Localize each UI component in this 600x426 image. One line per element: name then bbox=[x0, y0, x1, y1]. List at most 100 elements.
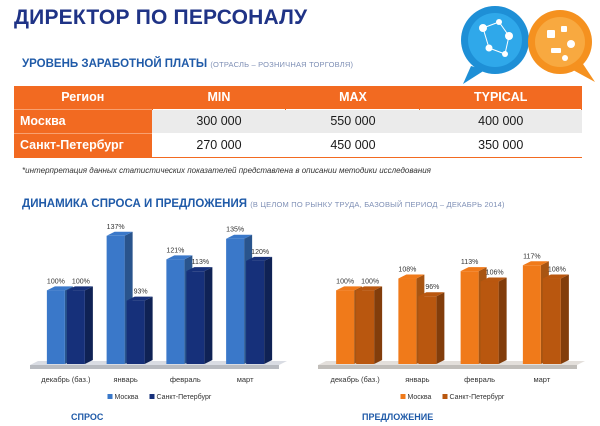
supply-chart: 100% 100% декабрь (баз.) 108% 96% январь 113% 1… bbox=[318, 253, 585, 401]
bar-spb bbox=[480, 277, 507, 364]
bar-front bbox=[166, 259, 185, 364]
x-tick-label: январь bbox=[405, 375, 429, 384]
legend-label-moscow: Москва bbox=[408, 394, 432, 401]
row-region: Санкт-Петербург bbox=[14, 132, 152, 158]
data-label: 96% bbox=[425, 284, 439, 291]
legend-swatch-spb bbox=[149, 394, 155, 399]
legend-label-spb: Санкт-Петербург bbox=[157, 393, 212, 401]
bar-top bbox=[336, 286, 363, 291]
bar-top bbox=[418, 292, 445, 297]
x-tick-label: март bbox=[533, 375, 550, 384]
legend-label-moscow: Москва bbox=[115, 394, 139, 401]
bar-front bbox=[226, 238, 245, 364]
bar-spb bbox=[126, 296, 153, 364]
row-min: 270 000 bbox=[152, 132, 286, 158]
demand-chart: 100% 100% декабрь (баз.) 137% 93% январь 121% 1… bbox=[30, 224, 287, 401]
demand-chart-title: СПРОС bbox=[71, 412, 104, 422]
row-region: Москва bbox=[14, 108, 152, 133]
bar-spb bbox=[418, 292, 445, 364]
x-tick-label: февраль bbox=[170, 375, 201, 384]
bar-top bbox=[226, 234, 253, 239]
data-label: 93% bbox=[134, 289, 148, 296]
bar-front bbox=[398, 278, 417, 364]
data-label: 108% bbox=[548, 267, 566, 274]
salary-subtitle: (ОТРАСЛЬ – РОЗНИЧНАЯ ТОРГОВЛЯ) bbox=[210, 60, 354, 69]
chart-floor-edge bbox=[318, 365, 577, 369]
bar-top bbox=[460, 267, 487, 272]
bar-front bbox=[336, 290, 355, 364]
data-label: 113% bbox=[461, 259, 478, 266]
x-tick-label: январь bbox=[113, 375, 137, 384]
bar-front bbox=[46, 290, 65, 364]
bar-top bbox=[166, 255, 193, 260]
bar-top bbox=[126, 296, 153, 301]
x-tick-label: февраль bbox=[464, 375, 495, 384]
row-max: 550 000 bbox=[285, 108, 420, 133]
methodology-footnote: *интерпретация данных статистических пок… bbox=[22, 166, 431, 175]
legend-swatch-spb bbox=[442, 394, 448, 399]
salary-table-header: Регион MIN MAX TYPICAL bbox=[14, 86, 582, 109]
bar-side bbox=[84, 286, 93, 364]
bar-spb bbox=[66, 286, 93, 364]
bar-top bbox=[66, 286, 93, 291]
x-tick-label: март bbox=[237, 375, 254, 384]
bar-spb bbox=[246, 256, 273, 364]
bar-top bbox=[186, 267, 213, 272]
data-label: 100% bbox=[72, 278, 90, 285]
header-max: MAX bbox=[285, 86, 421, 109]
row-max: 450 000 bbox=[285, 132, 420, 158]
data-label: 137% bbox=[107, 224, 125, 231]
data-label: 113% bbox=[192, 259, 209, 266]
header-region: Регион bbox=[14, 86, 153, 109]
bar-side bbox=[436, 292, 445, 364]
data-label: 100% bbox=[47, 278, 65, 285]
page-title: ДИРЕКТОР ПО ПЕРСОНАЛУ bbox=[14, 6, 308, 29]
bar-front bbox=[126, 300, 145, 364]
bar-spb bbox=[542, 274, 569, 364]
dynamics-subtitle: (В ЦЕЛОМ ПО РЫНКУ ТРУДА, БАЗОВЫЙ ПЕРИОД … bbox=[250, 200, 505, 209]
data-label: 106% bbox=[486, 269, 504, 276]
bar-top bbox=[246, 256, 273, 261]
supply-chart-title: ПРЕДЛОЖЕНИЕ bbox=[362, 412, 434, 422]
bar-spb bbox=[356, 286, 383, 364]
row-typical: 350 000 bbox=[419, 132, 582, 158]
bar-front bbox=[246, 260, 265, 364]
bar-side bbox=[264, 256, 273, 364]
bar-top bbox=[356, 286, 383, 291]
header-typical: TYPICAL bbox=[419, 86, 582, 109]
x-tick-label: декабрь (баз.) bbox=[41, 375, 91, 384]
header-min: MIN bbox=[152, 86, 287, 109]
bar-top bbox=[106, 231, 133, 236]
data-label: 108% bbox=[398, 267, 416, 274]
bar-front bbox=[460, 271, 479, 364]
chart-floor-edge bbox=[30, 365, 279, 369]
bar-spb bbox=[186, 267, 213, 364]
data-label: 120% bbox=[251, 249, 269, 256]
bar-side bbox=[498, 277, 507, 364]
data-label: 100% bbox=[336, 278, 354, 285]
salary-section-title: УРОВЕНЬ ЗАРАБОТНОЙ ПЛАТЫ (ОТРАСЛЬ – РОЗН… bbox=[22, 58, 353, 70]
legend-label-spb: Санкт-Петербург bbox=[450, 393, 505, 401]
bar-top bbox=[46, 286, 73, 291]
bar-top bbox=[480, 277, 507, 282]
bar-front bbox=[542, 278, 561, 364]
table-row: Санкт-Петербург 270 000 450 000 350 000 bbox=[14, 132, 582, 158]
x-tick-label: декабрь (баз.) bbox=[330, 375, 380, 384]
bar-top bbox=[398, 274, 425, 279]
bar-side bbox=[560, 274, 569, 364]
bar-top bbox=[542, 274, 569, 279]
social-network-illustration bbox=[461, 6, 595, 84]
bar-front bbox=[186, 271, 205, 364]
bar-front bbox=[356, 290, 375, 364]
row-min: 300 000 bbox=[152, 108, 286, 133]
bar-front bbox=[418, 296, 437, 364]
bar-front bbox=[480, 281, 499, 364]
salary-title-text: УРОВЕНЬ ЗАРАБОТНОЙ ПЛАТЫ bbox=[22, 58, 208, 70]
bar-side bbox=[204, 267, 213, 364]
data-label: 100% bbox=[361, 278, 379, 285]
bar-top bbox=[522, 261, 549, 266]
data-label: 117% bbox=[523, 253, 540, 260]
bar-side bbox=[374, 286, 383, 364]
data-label: 135% bbox=[226, 227, 244, 234]
table-row: Москва 300 000 550 000 400 000 bbox=[14, 108, 582, 133]
